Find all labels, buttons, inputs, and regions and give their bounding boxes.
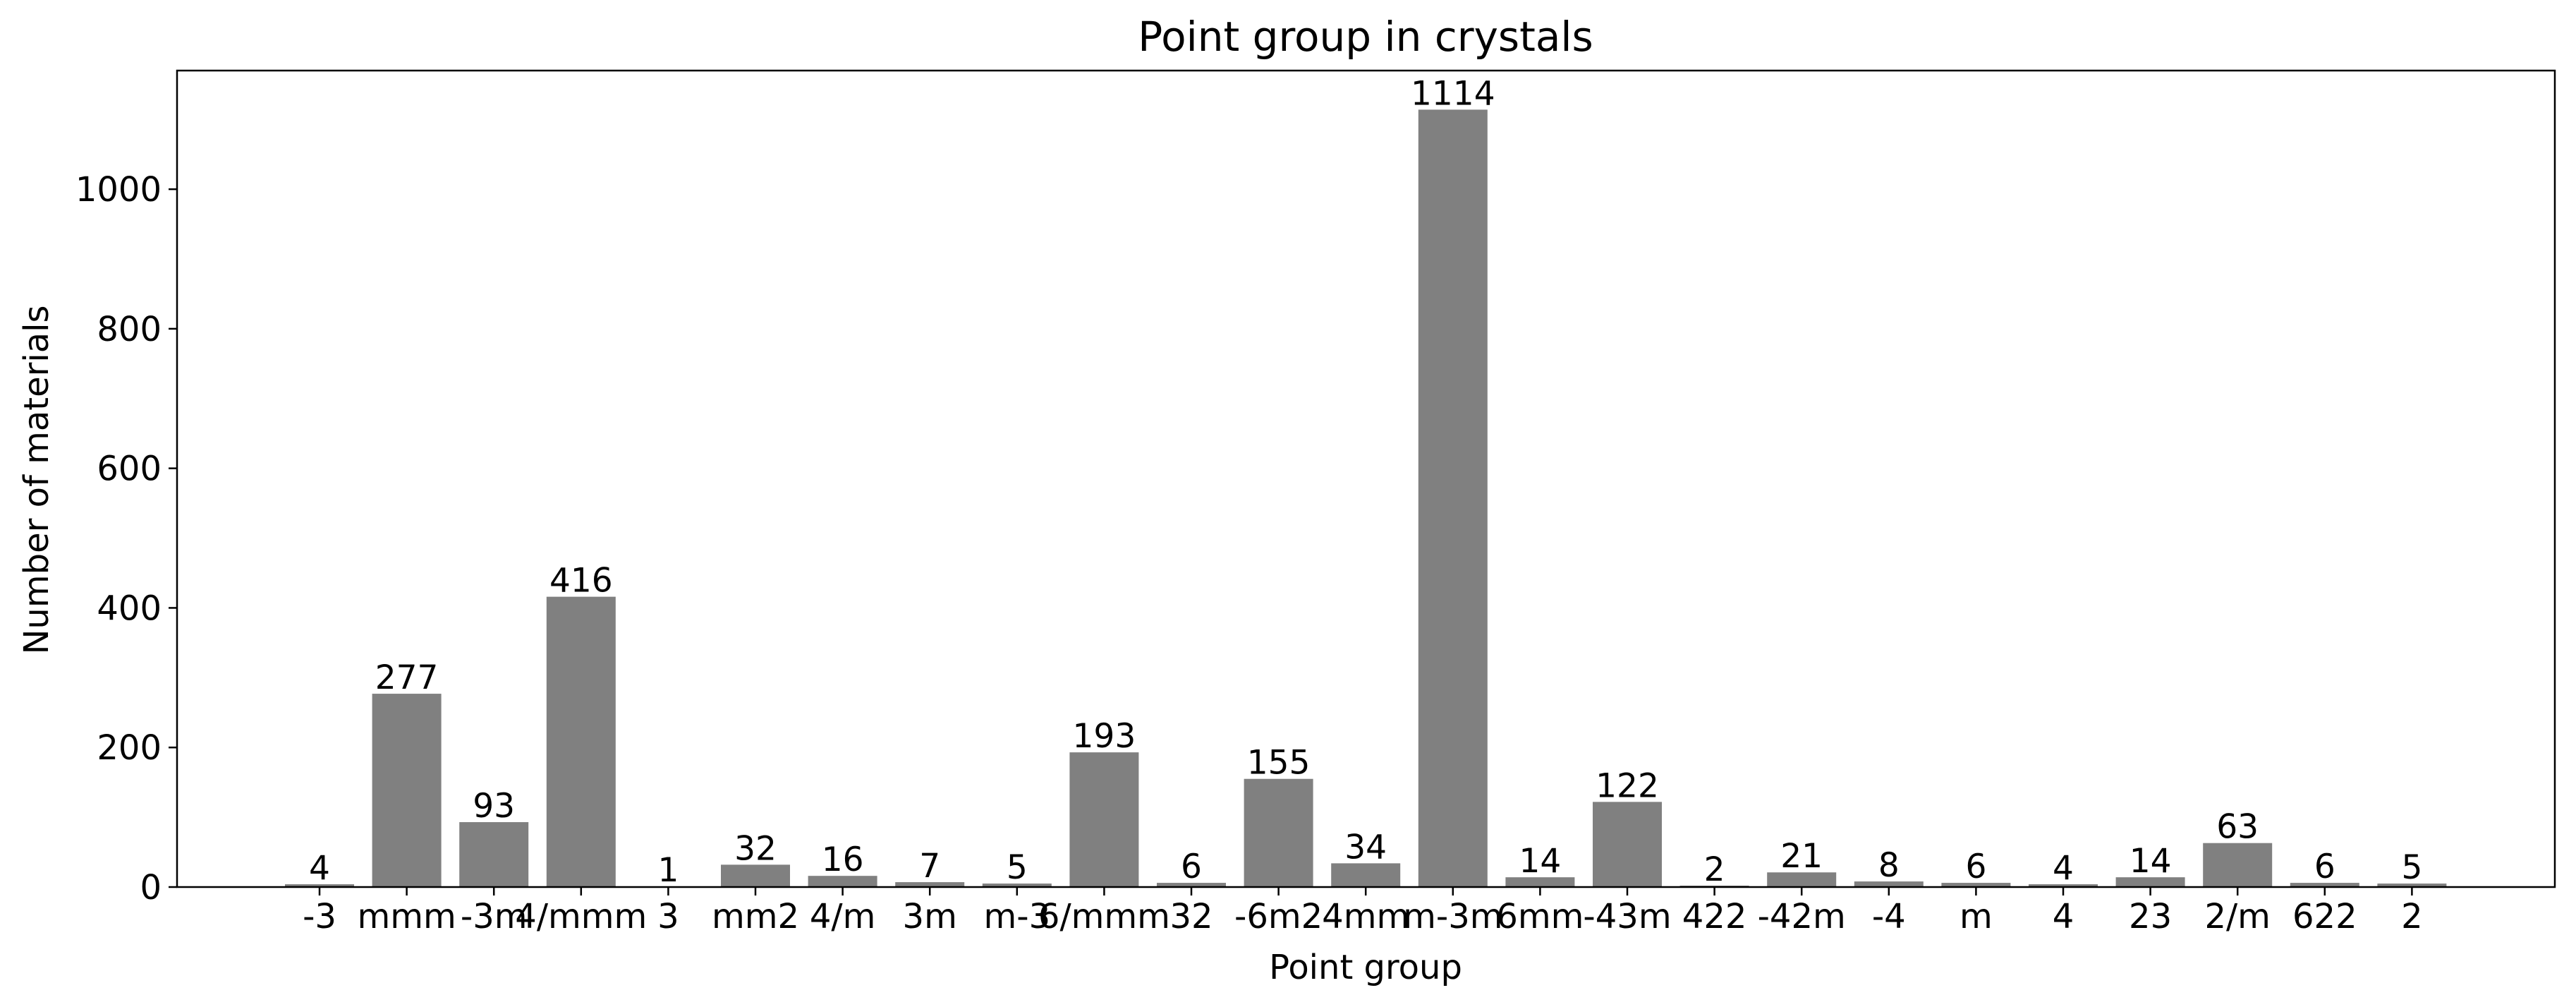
x-tick-label-3: 3 xyxy=(657,897,679,936)
bar--6m2 xyxy=(1244,778,1313,887)
x-tick-label-32: 32 xyxy=(1169,897,1213,936)
value-label-23: 14 xyxy=(2130,842,2172,881)
value-label-m: 6 xyxy=(1965,848,1986,886)
y-tick-label-800: 800 xyxy=(97,310,162,349)
value-label-3m: 7 xyxy=(919,847,940,886)
bar--3 xyxy=(285,884,354,887)
value-label--43m: 122 xyxy=(1596,766,1659,805)
bar-mmm xyxy=(372,694,442,887)
x-tick-label-6/mmm: 6/mmm xyxy=(1038,897,1170,936)
y-tick-label-1000: 1000 xyxy=(75,170,162,210)
y-tick-label-400: 400 xyxy=(97,589,162,628)
bar-4/m xyxy=(808,876,877,887)
value-label--6m2: 155 xyxy=(1247,744,1311,783)
value-label-6mm: 14 xyxy=(1519,842,1561,881)
value-labels-layer: 4 277 93 416 1 32 16 7 5 193 6 155 34 1114 14 122 2 21 8 6 4… xyxy=(309,74,2422,890)
bar--43m xyxy=(1593,802,1662,887)
value-label--4: 8 xyxy=(1878,846,1900,885)
x-tick-label-422: 422 xyxy=(1682,897,1747,936)
value-label-m-3m: 1114 xyxy=(1411,74,1495,113)
value-label-3: 1 xyxy=(657,851,679,890)
bar-4 xyxy=(2029,884,2098,887)
x-tick-label-3m: 3m xyxy=(903,897,957,936)
bar-2/m xyxy=(2203,843,2273,887)
chart-title: Point group in crystals xyxy=(1138,13,1593,61)
x-tick-label--43m: -43m xyxy=(1583,897,1671,936)
x-tick-label-622: 622 xyxy=(2292,897,2357,936)
bar-3m xyxy=(895,882,965,887)
x-tick-label--42m: -42m xyxy=(1758,897,1846,936)
x-tick-label-m: m xyxy=(1960,897,1993,936)
value-label-mmm: 277 xyxy=(375,658,439,697)
plot-frame xyxy=(176,69,2556,888)
y-tick-label-600: 600 xyxy=(97,450,162,489)
value-label-4: 4 xyxy=(2053,849,2074,888)
value-label-422: 2 xyxy=(1704,850,1725,889)
bar--42m xyxy=(1767,872,1837,887)
x-tick-label--6m2: -6m2 xyxy=(1234,897,1323,936)
bar-m-3 xyxy=(982,884,1052,887)
x-tick-label-4/m: 4/m xyxy=(810,897,875,936)
value-label-2/m: 63 xyxy=(2216,808,2259,847)
bar-4mm xyxy=(1331,863,1401,887)
y-tick-label-0: 0 xyxy=(140,868,162,907)
value-label-mm2: 32 xyxy=(734,829,777,868)
x-tick-label--4: -4 xyxy=(1872,897,1906,936)
bar-6mm xyxy=(1505,877,1575,887)
x-tick-label-mmm: mmm xyxy=(357,897,456,936)
bar-6/mmm xyxy=(1069,752,1139,887)
value-label-4mm: 34 xyxy=(1344,828,1387,867)
x-tick-label-2/m: 2/m xyxy=(2204,897,2270,936)
value-label-4/mmm: 416 xyxy=(549,562,613,601)
y-axis: 0 200 400 600 800 1000 xyxy=(75,170,177,907)
x-tick-label-4mm: 4mm xyxy=(1322,897,1409,936)
bar-23 xyxy=(2115,877,2185,887)
bar-m-3m xyxy=(1418,109,1488,887)
value-label-32: 6 xyxy=(1181,848,1202,886)
bar-mm2 xyxy=(721,864,790,887)
bar-622 xyxy=(2290,883,2359,887)
x-tick-label-m-3: m-3 xyxy=(983,897,1050,936)
bar--4 xyxy=(1854,881,1924,887)
bar--3m xyxy=(459,822,529,887)
bar-32 xyxy=(1157,883,1226,887)
x-tick-label--3: -3 xyxy=(303,897,336,936)
value-label-6/mmm: 193 xyxy=(1073,717,1136,756)
bar-4/mmm xyxy=(546,596,616,887)
x-tick-label-2: 2 xyxy=(2401,897,2423,936)
x-tick-label-mm2: mm2 xyxy=(712,897,799,936)
value-label--42m: 21 xyxy=(1780,837,1823,876)
y-axis-label: Number of materials xyxy=(17,306,56,655)
x-tick-label-23: 23 xyxy=(2129,897,2172,936)
bars-layer xyxy=(285,109,2447,887)
value-label--3: 4 xyxy=(309,849,330,888)
value-label-m-3: 5 xyxy=(1007,848,1028,887)
x-tick-label-6mm: 6mm xyxy=(1496,897,1584,936)
value-label-2: 5 xyxy=(2401,848,2422,887)
x-tick-label-4/mmm: 4/mmm xyxy=(515,897,647,936)
bar-2 xyxy=(2377,884,2447,887)
x-axis-label: Point group xyxy=(1269,948,1462,987)
value-label-4/m: 16 xyxy=(822,840,864,879)
bar-m xyxy=(1941,883,2011,887)
value-label--3m: 93 xyxy=(473,787,515,826)
y-tick-label-200: 200 xyxy=(97,728,162,768)
x-tick-label-4: 4 xyxy=(2053,897,2074,936)
x-tick-label-m-3m: m-3m xyxy=(1403,897,1502,936)
value-label-622: 6 xyxy=(2314,848,2335,886)
x-tick-label--3m: -3m xyxy=(461,897,528,936)
x-axis: -3 mmm -3m4/mmm 3 mm2 4/m 3m m-36/mmm 32 -6m24mmm… xyxy=(303,887,2423,936)
